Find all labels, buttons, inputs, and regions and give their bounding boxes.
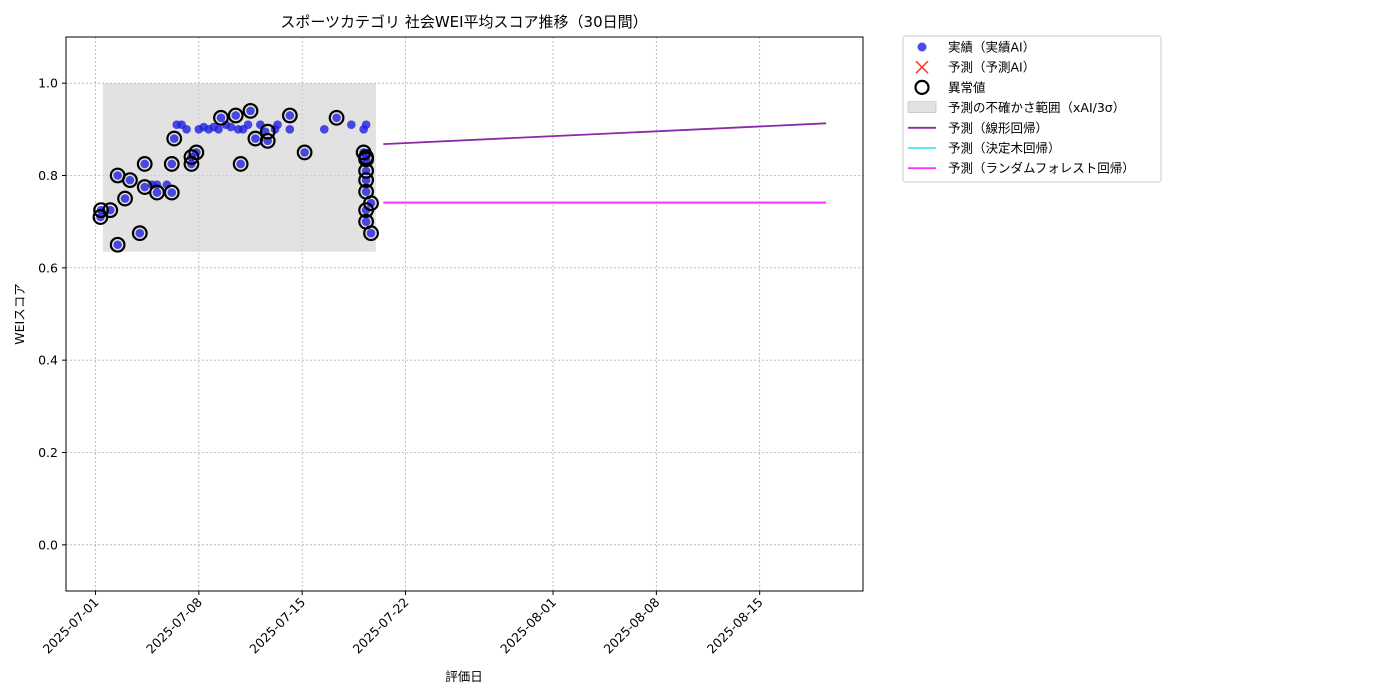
data-point xyxy=(246,106,255,116)
data-point xyxy=(361,217,371,226)
legend-label: 予測（予測AI） xyxy=(948,60,1035,75)
data-point xyxy=(140,159,150,169)
anomaly-marker xyxy=(102,202,119,219)
anomaly-marker xyxy=(163,184,180,201)
legend-label: 予測（ランダムフォレスト回帰） xyxy=(948,161,1135,176)
forecast-lines xyxy=(383,122,827,204)
anomaly-marker xyxy=(183,149,200,165)
data-point xyxy=(319,125,329,134)
anomaly-marker xyxy=(188,144,205,161)
data-point xyxy=(361,187,371,196)
data-point xyxy=(216,113,226,123)
legend-label: 予測の不確かさ範囲（xAI/3σ） xyxy=(948,100,1125,115)
anomaly-marker xyxy=(242,102,259,119)
anomaly-marker xyxy=(259,132,276,149)
data-point xyxy=(347,120,356,130)
anomaly-marker xyxy=(93,202,109,219)
data-point xyxy=(361,205,371,215)
data-point xyxy=(366,198,376,208)
y-tick-label: 0.6 xyxy=(38,260,58,275)
anomaly-marker xyxy=(328,109,345,126)
y-tick-label: 0.0 xyxy=(38,537,58,552)
anomaly-marker xyxy=(163,156,180,172)
data-point xyxy=(361,120,371,130)
data-point xyxy=(167,188,177,197)
data-point xyxy=(285,125,295,134)
chart-title: スポーツカテゴリ 社会WEI平均スコア推移（30日間） xyxy=(280,13,647,31)
anomaly-marker xyxy=(259,123,276,140)
x-tick-label: 2025-07-15 xyxy=(246,595,308,657)
anomaly-marker xyxy=(213,109,229,126)
anomaly-marker xyxy=(149,184,165,201)
data-point xyxy=(152,188,162,197)
data-point xyxy=(169,134,179,143)
data-point xyxy=(285,111,295,120)
plot-frame xyxy=(65,36,864,592)
x-axis-ticks: 2025-07-01 2025-07-08 2025-07-15 2025-07-22… xyxy=(40,591,766,656)
anomaly-marker xyxy=(122,172,138,189)
data-point xyxy=(120,194,130,203)
data-point xyxy=(125,175,135,185)
data-point xyxy=(167,159,177,169)
anomaly-marker xyxy=(136,156,153,172)
anomaly-marker xyxy=(358,151,375,168)
plot-area xyxy=(65,36,864,592)
legend-swatch-point xyxy=(917,42,927,52)
x-tick-label: 2025-07-22 xyxy=(350,595,412,657)
anomaly-marker xyxy=(166,130,183,147)
legend-label: 予測（決定木回帰） xyxy=(948,141,1061,156)
x-tick-label: 2025-07-08 xyxy=(143,594,205,656)
legend-label: 異常値 xyxy=(948,80,986,95)
x-axis-label: 評価日 xyxy=(445,669,483,684)
data-point xyxy=(231,111,241,120)
anomaly-marker xyxy=(281,107,298,124)
legend-swatch-x xyxy=(915,60,929,74)
forecast-line xyxy=(383,122,827,146)
y-tick-label: 0.2 xyxy=(38,445,58,460)
data-point xyxy=(214,125,223,134)
data-point xyxy=(243,120,253,130)
x-tick-label: 2025-08-08 xyxy=(601,594,663,656)
anomaly-marker xyxy=(109,236,126,253)
y-axis-label: WEIスコア xyxy=(12,283,27,344)
data-point xyxy=(113,240,122,250)
anomaly-marker xyxy=(296,144,313,161)
data-point xyxy=(236,159,245,169)
data-point xyxy=(226,122,236,132)
data-point xyxy=(182,125,191,134)
data-point xyxy=(300,148,309,157)
y-tick-label: 1.0 xyxy=(38,76,58,91)
x-tick-label: 2025-08-15 xyxy=(704,595,766,657)
anomaly-rings xyxy=(92,102,379,253)
anomaly-marker xyxy=(117,190,133,207)
data-point xyxy=(113,171,122,180)
data-point xyxy=(251,134,260,143)
legend-frame xyxy=(902,35,1162,183)
data-point xyxy=(332,113,341,123)
data-point xyxy=(135,228,145,238)
data-point xyxy=(366,228,376,238)
legend-swatch-ring xyxy=(914,79,930,96)
y-tick-label: 0.8 xyxy=(38,168,58,183)
x-tick-label: 2025-07-01 xyxy=(40,595,102,657)
anomaly-marker xyxy=(363,195,379,212)
legend-label: 実績（実績AI） xyxy=(948,40,1035,55)
anomaly-marker xyxy=(227,107,244,124)
data-point xyxy=(273,120,282,130)
legend-label: 予測（線形回帰） xyxy=(948,120,1048,135)
data-point xyxy=(140,182,150,192)
y-tick-label: 0.4 xyxy=(38,353,58,368)
actual-points xyxy=(96,106,376,250)
anomaly-marker xyxy=(358,172,375,189)
x-tick-label: 2025-08-01 xyxy=(497,595,559,657)
y-axis-ticks: 0.0 0.2 0.4 0.6 0.8 1.0 xyxy=(38,76,66,552)
anomaly-marker xyxy=(232,156,249,172)
anomaly-marker xyxy=(363,225,379,242)
anomaly-marker xyxy=(131,225,148,242)
legend-swatch-band xyxy=(907,101,937,113)
anomaly-marker xyxy=(358,162,375,179)
